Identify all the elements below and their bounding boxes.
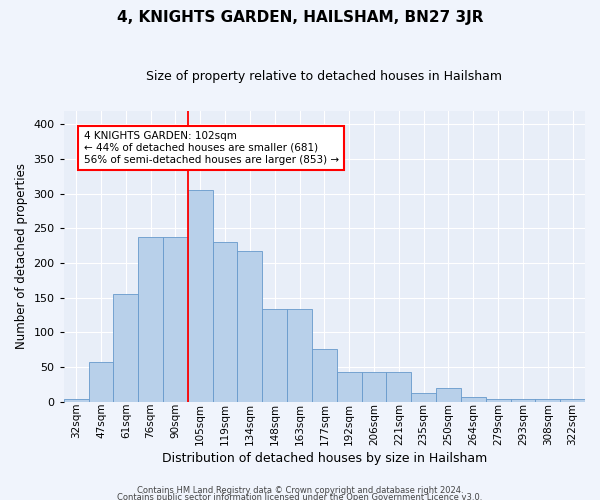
Bar bbox=[262, 310, 287, 402]
Bar bbox=[535, 400, 560, 402]
Bar bbox=[386, 372, 411, 402]
Bar bbox=[486, 399, 511, 402]
Text: Contains HM Land Registry data © Crown copyright and database right 2024.: Contains HM Land Registry data © Crown c… bbox=[137, 486, 463, 495]
Text: 4 KNIGHTS GARDEN: 102sqm
← 44% of detached houses are smaller (681)
56% of semi-: 4 KNIGHTS GARDEN: 102sqm ← 44% of detach… bbox=[83, 132, 338, 164]
Bar bbox=[362, 372, 386, 402]
Text: 4, KNIGHTS GARDEN, HAILSHAM, BN27 3JR: 4, KNIGHTS GARDEN, HAILSHAM, BN27 3JR bbox=[117, 10, 483, 25]
Bar bbox=[238, 250, 262, 402]
Bar bbox=[89, 362, 113, 402]
X-axis label: Distribution of detached houses by size in Hailsham: Distribution of detached houses by size … bbox=[162, 452, 487, 465]
Bar bbox=[560, 400, 585, 402]
Bar bbox=[461, 396, 486, 402]
Bar bbox=[337, 372, 362, 402]
Bar bbox=[138, 238, 163, 402]
Title: Size of property relative to detached houses in Hailsham: Size of property relative to detached ho… bbox=[146, 70, 502, 83]
Bar bbox=[411, 392, 436, 402]
Bar bbox=[113, 294, 138, 402]
Bar bbox=[511, 399, 535, 402]
Bar bbox=[163, 238, 188, 402]
Bar bbox=[64, 400, 89, 402]
Bar bbox=[312, 349, 337, 402]
Bar bbox=[287, 310, 312, 402]
Bar bbox=[212, 242, 238, 402]
Bar bbox=[188, 190, 212, 402]
Bar bbox=[436, 388, 461, 402]
Text: Contains public sector information licensed under the Open Government Licence v3: Contains public sector information licen… bbox=[118, 494, 482, 500]
Y-axis label: Number of detached properties: Number of detached properties bbox=[15, 163, 28, 349]
